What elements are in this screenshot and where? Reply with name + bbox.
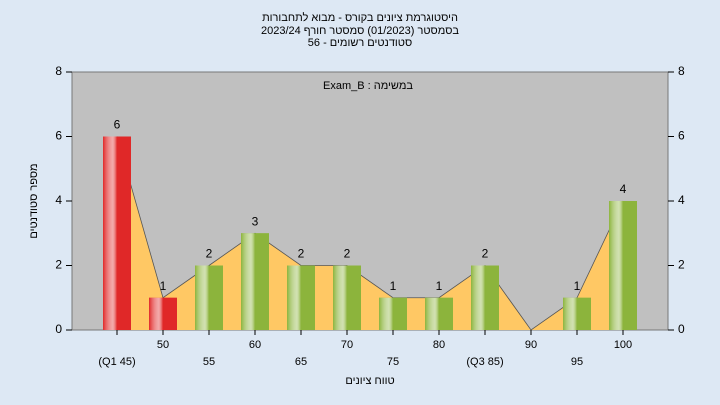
x-tick-label: 50 (157, 339, 169, 351)
chart-subtitle: בסמסטר (01/2023) סמסטר חורף 2023/24 (261, 25, 459, 37)
bar (287, 265, 315, 330)
y2-tick-label: 6 (678, 129, 685, 143)
y2-tick-label: 2 (678, 258, 685, 272)
x-tick-label: 65 (295, 356, 307, 368)
bar (103, 136, 131, 330)
value-label: 4 (620, 182, 627, 196)
x-tick-label: 80 (433, 339, 445, 351)
y-tick-label: 8 (55, 64, 62, 78)
value-label: 2 (206, 247, 213, 261)
value-label: 1 (160, 279, 167, 293)
bar (379, 297, 407, 330)
x-tick-label: 95 (571, 356, 583, 368)
value-label: 3 (252, 214, 259, 228)
y-tick-label: 4 (55, 193, 62, 207)
x-tick-label: 75 (387, 356, 399, 368)
annotation: במשימה : Exam_B (323, 80, 413, 92)
value-label: 6 (114, 118, 121, 132)
x-tick-label: 70 (341, 339, 353, 351)
bar (425, 297, 453, 330)
y-tick-label: 2 (55, 258, 62, 272)
chart-title: היסטוגרמת ציונים בקורס - מבוא לתחבורות (262, 11, 458, 24)
value-label: 2 (482, 247, 489, 261)
y-axis-label: מספר סטודנטים (28, 163, 40, 238)
bar (195, 265, 223, 330)
bar (149, 297, 177, 330)
x-tick-label: 55 (203, 356, 215, 368)
x-tick-label: 100 (614, 339, 632, 351)
bar (609, 201, 637, 330)
value-label: 1 (390, 279, 397, 293)
bar (471, 265, 499, 330)
y2-tick-label: 0 (678, 322, 685, 336)
value-label: 2 (298, 247, 305, 261)
bar (241, 233, 269, 330)
x-tick-label: 60 (249, 339, 261, 351)
bar (333, 265, 361, 330)
y-tick-label: 6 (55, 129, 62, 143)
x-tick-label: (Q1 45) (98, 356, 135, 368)
value-label: 1 (574, 279, 581, 293)
chart-subtitle: סטודנטים רשומים - 56 (308, 37, 412, 49)
y2-tick-label: 4 (678, 193, 685, 207)
bar (563, 297, 591, 330)
x-tick-label: (Q3 85) (466, 356, 503, 368)
y2-tick-label: 8 (678, 64, 685, 78)
x-tick-label: 90 (525, 339, 537, 351)
y-tick-label: 0 (55, 322, 62, 336)
value-label: 1 (436, 279, 443, 293)
value-label: 2 (344, 247, 351, 261)
x-axis-label: טווח ציונים (345, 375, 394, 387)
